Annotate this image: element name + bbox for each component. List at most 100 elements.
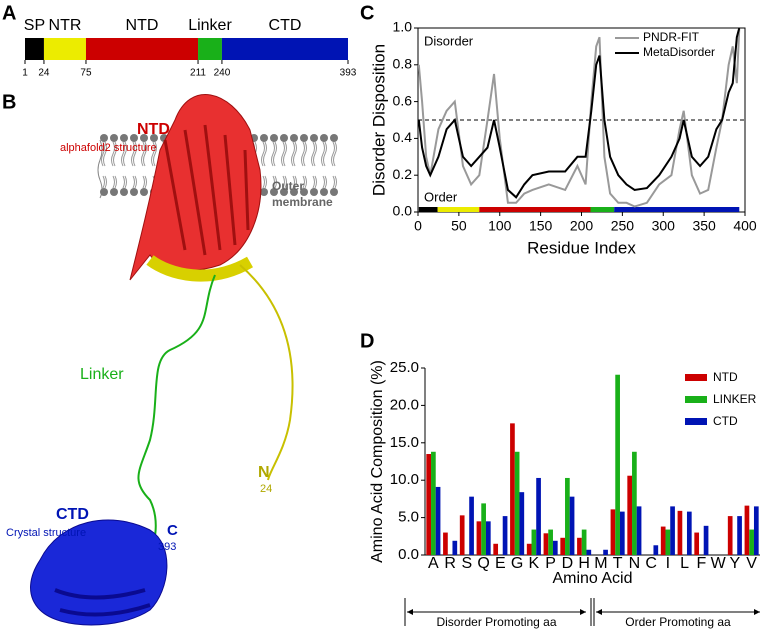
data-line xyxy=(417,27,741,199)
bar xyxy=(531,529,537,555)
position-label: 240 xyxy=(214,68,231,79)
bar xyxy=(493,543,499,555)
y-tick-label: 1.0 xyxy=(393,19,413,35)
x-tick-label: G xyxy=(511,555,523,572)
bar xyxy=(485,521,491,555)
bar xyxy=(569,496,575,555)
lipid-tail xyxy=(151,141,157,189)
x-tick-label: N xyxy=(629,555,641,572)
bar xyxy=(565,477,570,555)
bar xyxy=(577,537,582,555)
bar xyxy=(552,540,558,555)
x-axis-label: Amino Acid xyxy=(552,570,632,587)
x-tick-label: C xyxy=(645,555,657,572)
bar xyxy=(615,374,620,555)
ntd-label: NTD xyxy=(137,121,170,138)
legend-swatch xyxy=(685,418,707,425)
x-tick-label: 250 xyxy=(611,218,635,234)
y-tick-label: 25.0 xyxy=(390,359,419,376)
bar xyxy=(469,496,474,555)
lipid-tail xyxy=(131,141,137,189)
bar xyxy=(603,549,608,555)
lipid-head xyxy=(310,188,318,196)
bar xyxy=(476,521,482,555)
lipid-head xyxy=(270,188,278,196)
domain-segment xyxy=(198,38,222,60)
membrane-label: membrane xyxy=(272,195,333,209)
y-axis-label: Amino Acid Composition (%) xyxy=(369,360,386,563)
ctd-note: Crystal structure xyxy=(6,527,86,539)
x-tick-label: 150 xyxy=(529,218,553,234)
x-tick-label: A xyxy=(428,555,439,572)
lipid-tail xyxy=(121,141,127,189)
x-tick-label: F xyxy=(696,555,706,572)
bar xyxy=(627,475,633,555)
position-label: 211 xyxy=(190,68,206,79)
lipid-head xyxy=(330,134,338,142)
y-tick-label: 5.0 xyxy=(398,509,419,526)
position-label: 75 xyxy=(80,68,92,79)
group-label: Order Promoting aa xyxy=(625,615,731,629)
x-tick-label: 100 xyxy=(488,218,512,234)
bar xyxy=(481,503,486,555)
x-tick-label: D xyxy=(562,555,574,572)
lipid-head xyxy=(100,188,108,196)
bar xyxy=(632,451,637,555)
lipid-head xyxy=(120,134,128,142)
lipid-head xyxy=(130,188,138,196)
lipid-head xyxy=(260,134,268,142)
x-tick-label: 300 xyxy=(652,218,676,234)
domain-segment xyxy=(221,38,348,60)
bar xyxy=(431,451,436,555)
y-tick-label: 0.2 xyxy=(393,166,413,182)
bar xyxy=(744,505,750,555)
bar xyxy=(443,532,448,555)
y-tick-label: 15.0 xyxy=(390,434,419,451)
y-tick-label: 0.0 xyxy=(398,546,419,563)
lipid-head xyxy=(130,134,138,142)
lipid-head xyxy=(280,188,288,196)
lipid-head xyxy=(140,188,148,196)
y-tick-label: 10.0 xyxy=(390,471,419,488)
bar xyxy=(502,516,508,555)
lipid-tail xyxy=(331,141,337,189)
ntd-note: alphafold2 structure xyxy=(60,142,157,154)
domain-segment xyxy=(85,38,199,60)
x-tick-label: 400 xyxy=(733,218,757,234)
bar xyxy=(677,510,683,555)
domain-strip xyxy=(437,207,480,212)
x-tick-label: R xyxy=(444,555,456,572)
domain-strip xyxy=(418,207,438,212)
c-label: C xyxy=(167,522,178,539)
x-tick-label: S xyxy=(462,555,473,572)
domain-label: CTD xyxy=(269,17,302,34)
bar xyxy=(636,506,642,555)
lipid-tail xyxy=(321,141,327,189)
x-tick-label: H xyxy=(578,555,590,572)
lipid-head xyxy=(100,134,108,142)
lipid-head xyxy=(310,134,318,142)
position-label: 24 xyxy=(38,68,50,79)
bar xyxy=(694,532,700,555)
lipid-head xyxy=(320,188,328,196)
bar xyxy=(737,516,742,555)
lipid-head xyxy=(280,134,288,142)
x-tick-label: T xyxy=(613,555,623,572)
lipid-head xyxy=(290,188,298,196)
x-tick-label: 350 xyxy=(692,218,716,234)
x-tick-label: 200 xyxy=(570,218,594,234)
y-tick-label: 0.0 xyxy=(393,203,413,219)
domain-label: Linker xyxy=(188,17,232,34)
lipid-head xyxy=(140,134,148,142)
lipid-tail xyxy=(271,141,277,189)
y-axis-label: Disorder Disposition xyxy=(369,44,388,196)
lipid-head xyxy=(260,188,268,196)
bar xyxy=(619,511,625,555)
bar xyxy=(435,486,441,555)
lipid-tail xyxy=(261,141,267,189)
lipid-head xyxy=(150,134,158,142)
bar xyxy=(610,509,616,555)
protein-structure xyxy=(30,94,340,626)
domain-strip xyxy=(590,207,615,212)
